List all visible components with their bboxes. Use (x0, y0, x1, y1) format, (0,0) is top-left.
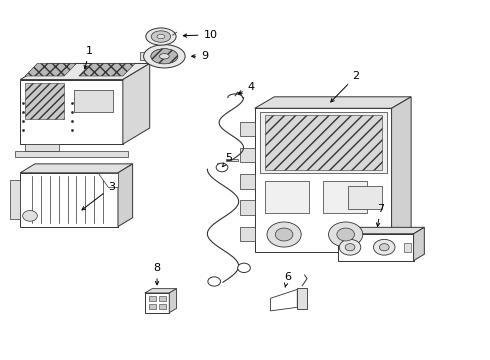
Circle shape (275, 228, 293, 241)
Bar (159, 304, 166, 309)
Polygon shape (255, 108, 392, 252)
Polygon shape (118, 164, 133, 226)
Polygon shape (414, 227, 424, 261)
Polygon shape (145, 293, 169, 313)
Circle shape (208, 277, 220, 286)
Ellipse shape (157, 35, 165, 39)
Polygon shape (74, 90, 113, 112)
Polygon shape (20, 164, 133, 173)
Polygon shape (255, 97, 411, 108)
Text: 6: 6 (284, 272, 291, 287)
Bar (149, 296, 156, 301)
Polygon shape (217, 163, 223, 167)
Polygon shape (15, 151, 128, 157)
Text: 4: 4 (239, 82, 255, 94)
Text: 5: 5 (222, 153, 232, 167)
Ellipse shape (159, 54, 169, 59)
Polygon shape (270, 289, 297, 311)
Polygon shape (392, 97, 411, 252)
Circle shape (23, 211, 37, 221)
Circle shape (216, 163, 228, 172)
Polygon shape (240, 201, 255, 215)
Circle shape (238, 263, 250, 273)
Polygon shape (169, 289, 176, 313)
Text: 2: 2 (331, 71, 360, 102)
Circle shape (373, 239, 395, 255)
Circle shape (267, 222, 301, 247)
Polygon shape (25, 83, 64, 119)
Polygon shape (25, 63, 76, 76)
Polygon shape (226, 159, 238, 161)
Bar (149, 304, 156, 309)
Polygon shape (240, 226, 255, 241)
Polygon shape (260, 112, 387, 173)
Polygon shape (323, 181, 367, 213)
Text: 8: 8 (153, 263, 161, 285)
Text: 9: 9 (192, 51, 208, 61)
Polygon shape (20, 80, 123, 144)
Ellipse shape (151, 49, 178, 64)
Bar (159, 296, 166, 301)
Text: 7: 7 (376, 204, 384, 226)
Ellipse shape (151, 49, 178, 64)
Polygon shape (240, 122, 255, 136)
Ellipse shape (144, 45, 185, 68)
Polygon shape (123, 63, 150, 144)
Text: 1: 1 (84, 46, 93, 69)
Ellipse shape (146, 28, 176, 45)
Polygon shape (140, 52, 147, 60)
Polygon shape (347, 186, 382, 209)
Polygon shape (20, 173, 118, 226)
Circle shape (379, 244, 389, 251)
Polygon shape (79, 63, 135, 76)
Polygon shape (265, 116, 382, 170)
Polygon shape (297, 288, 307, 309)
Circle shape (337, 228, 354, 241)
Circle shape (329, 222, 363, 247)
Ellipse shape (151, 31, 171, 42)
Polygon shape (338, 227, 424, 234)
Polygon shape (338, 234, 414, 261)
Polygon shape (240, 148, 255, 162)
Circle shape (345, 244, 355, 251)
Text: 3: 3 (82, 182, 115, 210)
Polygon shape (240, 174, 255, 189)
Circle shape (339, 239, 361, 255)
Polygon shape (404, 243, 411, 252)
Polygon shape (20, 63, 150, 80)
Polygon shape (98, 173, 118, 187)
Text: 10: 10 (183, 30, 218, 40)
Polygon shape (145, 289, 176, 293)
Polygon shape (25, 144, 59, 151)
Polygon shape (265, 181, 309, 213)
Polygon shape (10, 180, 20, 220)
